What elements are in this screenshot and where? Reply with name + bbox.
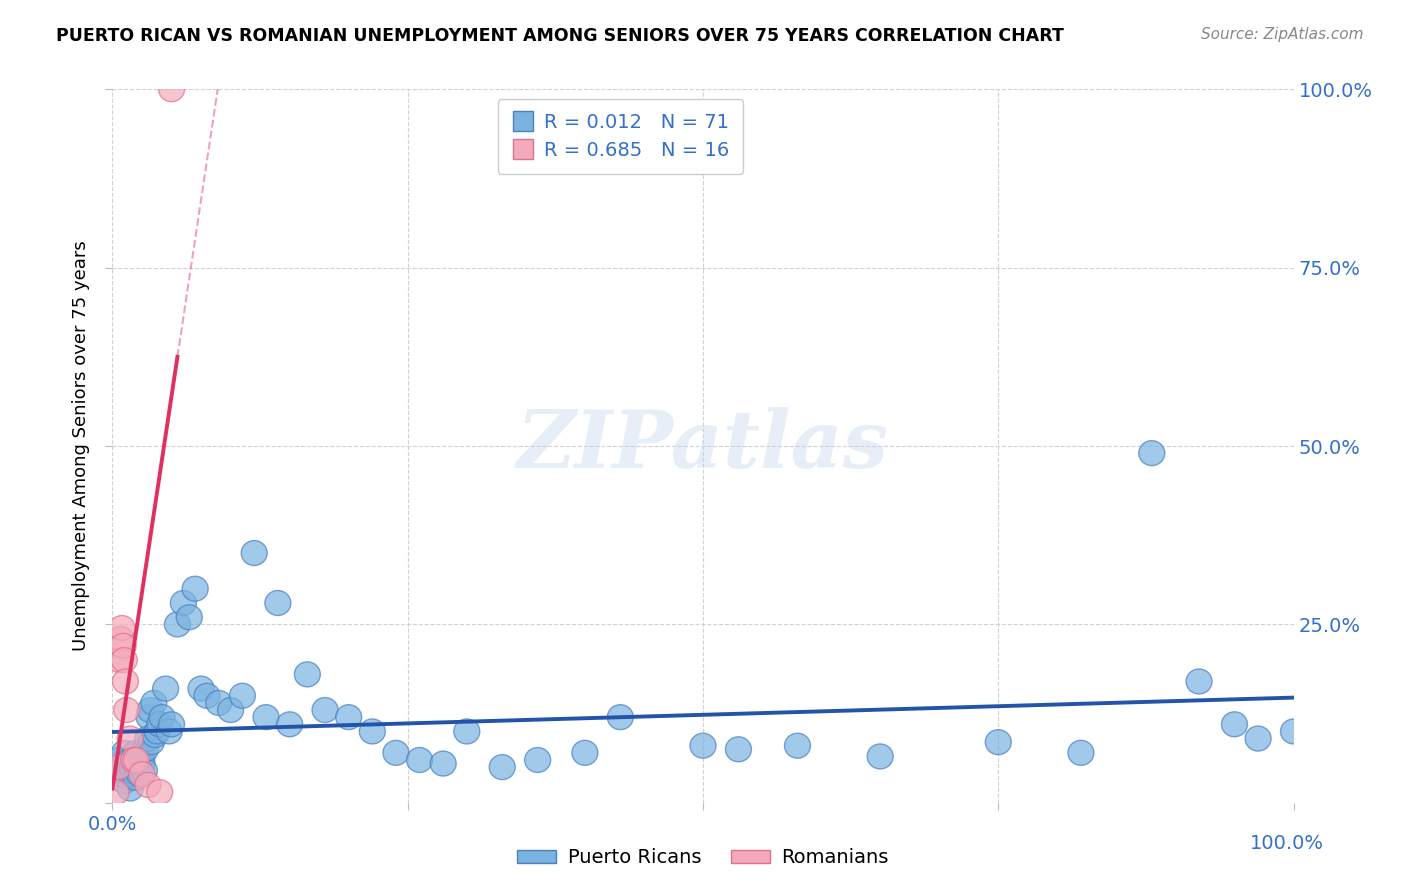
Text: Source: ZipAtlas.com: Source: ZipAtlas.com xyxy=(1201,27,1364,42)
Text: 100.0%: 100.0% xyxy=(1250,834,1323,853)
Ellipse shape xyxy=(382,740,409,765)
Ellipse shape xyxy=(105,747,131,772)
Ellipse shape xyxy=(336,705,361,730)
Ellipse shape xyxy=(118,762,145,787)
Ellipse shape xyxy=(120,755,146,780)
Ellipse shape xyxy=(294,662,321,687)
Ellipse shape xyxy=(105,755,131,780)
Ellipse shape xyxy=(868,744,893,769)
Ellipse shape xyxy=(188,676,214,701)
Ellipse shape xyxy=(149,705,176,730)
Y-axis label: Unemployment Among Seniors over 75 years: Unemployment Among Seniors over 75 years xyxy=(72,241,90,651)
Ellipse shape xyxy=(690,733,716,758)
Text: PUERTO RICAN VS ROMANIAN UNEMPLOYMENT AMONG SENIORS OVER 75 YEARS CORRELATION CH: PUERTO RICAN VS ROMANIAN UNEMPLOYMENT AM… xyxy=(56,27,1064,45)
Ellipse shape xyxy=(229,683,256,708)
Ellipse shape xyxy=(205,690,232,715)
Ellipse shape xyxy=(125,747,152,772)
Ellipse shape xyxy=(142,723,167,747)
Ellipse shape xyxy=(264,591,291,615)
Ellipse shape xyxy=(312,698,337,723)
Ellipse shape xyxy=(135,726,160,751)
Ellipse shape xyxy=(156,719,183,744)
Ellipse shape xyxy=(725,737,751,762)
Ellipse shape xyxy=(114,758,139,783)
Ellipse shape xyxy=(138,698,163,723)
Legend: Puerto Ricans, Romanians: Puerto Ricans, Romanians xyxy=(509,840,897,875)
Ellipse shape xyxy=(132,737,159,762)
Ellipse shape xyxy=(1222,712,1247,737)
Ellipse shape xyxy=(145,719,170,744)
Ellipse shape xyxy=(194,683,219,708)
Ellipse shape xyxy=(117,765,142,790)
Ellipse shape xyxy=(454,719,479,744)
Ellipse shape xyxy=(108,615,135,640)
Ellipse shape xyxy=(1139,441,1164,466)
Ellipse shape xyxy=(1281,719,1306,744)
Ellipse shape xyxy=(107,648,132,673)
Ellipse shape xyxy=(1069,740,1094,765)
Ellipse shape xyxy=(360,719,385,744)
Ellipse shape xyxy=(135,772,160,797)
Ellipse shape xyxy=(146,780,173,805)
Ellipse shape xyxy=(170,591,197,615)
Ellipse shape xyxy=(138,730,165,755)
Ellipse shape xyxy=(572,740,598,765)
Ellipse shape xyxy=(124,755,150,780)
Ellipse shape xyxy=(111,740,138,765)
Ellipse shape xyxy=(111,769,138,794)
Ellipse shape xyxy=(176,605,202,630)
Ellipse shape xyxy=(146,712,173,737)
Ellipse shape xyxy=(785,733,810,758)
Ellipse shape xyxy=(277,712,302,737)
Ellipse shape xyxy=(141,690,167,715)
Ellipse shape xyxy=(524,747,551,772)
Ellipse shape xyxy=(115,751,141,776)
Ellipse shape xyxy=(111,648,138,673)
Ellipse shape xyxy=(127,762,153,787)
Ellipse shape xyxy=(1187,669,1212,694)
Ellipse shape xyxy=(183,576,208,601)
Ellipse shape xyxy=(153,676,179,701)
Ellipse shape xyxy=(129,751,155,776)
Ellipse shape xyxy=(124,765,149,790)
Ellipse shape xyxy=(108,762,134,787)
Ellipse shape xyxy=(117,776,143,801)
Ellipse shape xyxy=(117,726,143,751)
Text: ZIPatlas: ZIPatlas xyxy=(517,408,889,484)
Ellipse shape xyxy=(114,698,139,723)
Ellipse shape xyxy=(159,712,184,737)
Ellipse shape xyxy=(108,755,135,780)
Ellipse shape xyxy=(121,758,146,783)
Ellipse shape xyxy=(165,612,190,637)
Ellipse shape xyxy=(131,758,157,783)
Ellipse shape xyxy=(136,705,162,730)
Ellipse shape xyxy=(218,698,243,723)
Ellipse shape xyxy=(159,77,184,102)
Ellipse shape xyxy=(242,541,267,566)
Ellipse shape xyxy=(253,705,278,730)
Ellipse shape xyxy=(108,626,134,651)
Ellipse shape xyxy=(607,705,633,730)
Ellipse shape xyxy=(117,747,143,772)
Ellipse shape xyxy=(110,633,136,658)
Ellipse shape xyxy=(124,740,149,765)
Ellipse shape xyxy=(129,744,155,769)
Ellipse shape xyxy=(112,669,138,694)
Ellipse shape xyxy=(406,747,433,772)
Ellipse shape xyxy=(103,780,129,805)
Ellipse shape xyxy=(129,762,155,787)
Ellipse shape xyxy=(121,747,146,772)
Ellipse shape xyxy=(124,747,149,772)
Ellipse shape xyxy=(1246,726,1271,751)
Ellipse shape xyxy=(489,755,515,780)
Ellipse shape xyxy=(986,730,1011,755)
Ellipse shape xyxy=(122,751,148,776)
Ellipse shape xyxy=(430,751,456,776)
